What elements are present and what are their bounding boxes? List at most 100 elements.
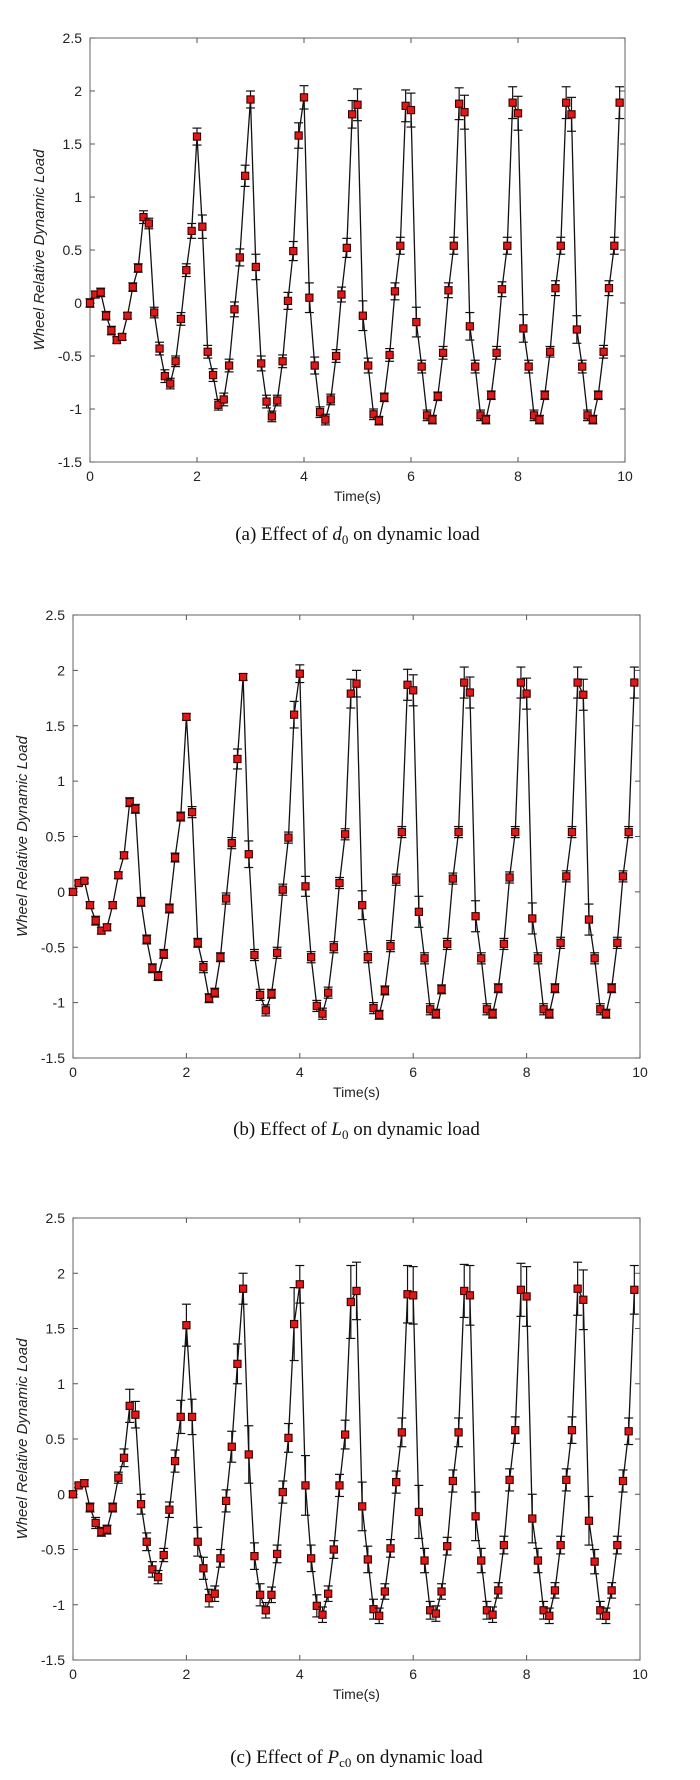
data-point [437, 1587, 446, 1596]
data-point [460, 1286, 469, 1296]
data-point [182, 1321, 191, 1330]
data-point [624, 827, 633, 837]
data-point [136, 897, 146, 906]
y-tick-label: 2 [74, 83, 82, 99]
data-point [153, 1572, 163, 1582]
x-tick-label: 6 [409, 1064, 417, 1080]
data-point [323, 988, 333, 997]
caption-variable: d [332, 524, 342, 545]
data-point [438, 348, 448, 357]
data-point [380, 986, 389, 995]
y-tick-label: 0.5 [46, 829, 66, 845]
data-point [331, 351, 341, 361]
data-point [301, 882, 310, 891]
data-point [176, 812, 185, 821]
data-point [272, 948, 282, 957]
data-point [363, 953, 372, 962]
x-tick-label: 2 [183, 1666, 191, 1682]
data-point [198, 222, 207, 231]
caption-subscript: 0 [342, 1127, 349, 1142]
data-point [492, 348, 501, 357]
y-tick-label: 0.5 [46, 1431, 66, 1447]
caption-prefix: (b) Effect of [233, 1119, 331, 1140]
caption-suffix: on dynamic load [348, 524, 480, 545]
data-point [522, 689, 531, 698]
data-point [261, 1606, 270, 1615]
data-point [102, 1525, 112, 1534]
x-tick-label: 8 [523, 1666, 531, 1682]
data-point [352, 679, 361, 688]
figure-caption: (b) Effect of L0 on dynamic load [233, 1119, 480, 1142]
data-point [497, 285, 507, 294]
data-point [176, 314, 186, 324]
data-point [148, 1565, 157, 1574]
data-point [119, 851, 129, 860]
chart-panel-b: 0 2 4 6 8 10 -1.5 -1 -0.5 0 0.5 1 1.5 2 2.5 Time(s) Whee… [14, 607, 648, 1142]
data-point [68, 887, 78, 897]
data-point [210, 1589, 219, 1598]
data-point [241, 171, 250, 180]
data-point [590, 1557, 599, 1566]
data-point [289, 1319, 299, 1329]
data-point [203, 347, 212, 356]
data-point [477, 1556, 486, 1565]
data-point [346, 1297, 355, 1307]
data-point [278, 885, 287, 894]
data-point [107, 326, 116, 335]
caption-suffix: on dynamic load [348, 1119, 480, 1140]
data-point [91, 1518, 100, 1528]
data-point [117, 332, 127, 342]
x-tick-label: 4 [296, 1064, 304, 1080]
figure-caption: (a) Effect of d0 on dynamic load [235, 524, 480, 547]
data-point [444, 286, 453, 295]
data-point [511, 1426, 520, 1435]
data-point [545, 1611, 554, 1620]
data-point [401, 101, 410, 110]
data-point [315, 408, 325, 417]
data-point [414, 907, 424, 916]
data-point [499, 1540, 509, 1550]
data-point [431, 1009, 441, 1018]
data-point [335, 1481, 344, 1490]
data-point [369, 1605, 378, 1614]
data-point [499, 939, 509, 949]
data-point [494, 1586, 503, 1595]
data-point [386, 941, 395, 951]
data-point [176, 1412, 185, 1422]
data-point [573, 678, 582, 687]
data-point [148, 964, 157, 973]
data-point [448, 874, 458, 883]
data-point [599, 347, 608, 356]
data-point [409, 1291, 418, 1300]
data-point [125, 1401, 134, 1410]
data-point [482, 1606, 492, 1615]
data-point [96, 288, 105, 297]
data-point [550, 1586, 560, 1595]
x-tick-label: 6 [407, 468, 415, 484]
data-point [392, 875, 401, 884]
data-point [613, 1540, 622, 1550]
caption-variable: L [330, 1119, 342, 1140]
data-point [535, 415, 544, 424]
data-point [519, 324, 528, 333]
data-point [556, 1540, 565, 1550]
data-point [539, 1606, 548, 1615]
y-tick-label: -1 [70, 401, 83, 417]
caption-subscript: 0 [342, 532, 349, 547]
data-point [487, 391, 496, 400]
data-point [219, 395, 228, 404]
data-point [233, 754, 242, 764]
data-point [284, 1433, 293, 1443]
data-point [596, 1606, 605, 1615]
data-point [588, 415, 598, 424]
data-point [273, 396, 282, 405]
data-point [390, 287, 400, 296]
data-point [465, 322, 474, 331]
data-point [235, 253, 244, 262]
y-tick-label: 2.5 [46, 1210, 66, 1226]
data-point [283, 296, 293, 306]
data-point [511, 827, 520, 837]
data-point [567, 110, 576, 119]
data-point [594, 391, 603, 400]
data-point [584, 915, 594, 924]
